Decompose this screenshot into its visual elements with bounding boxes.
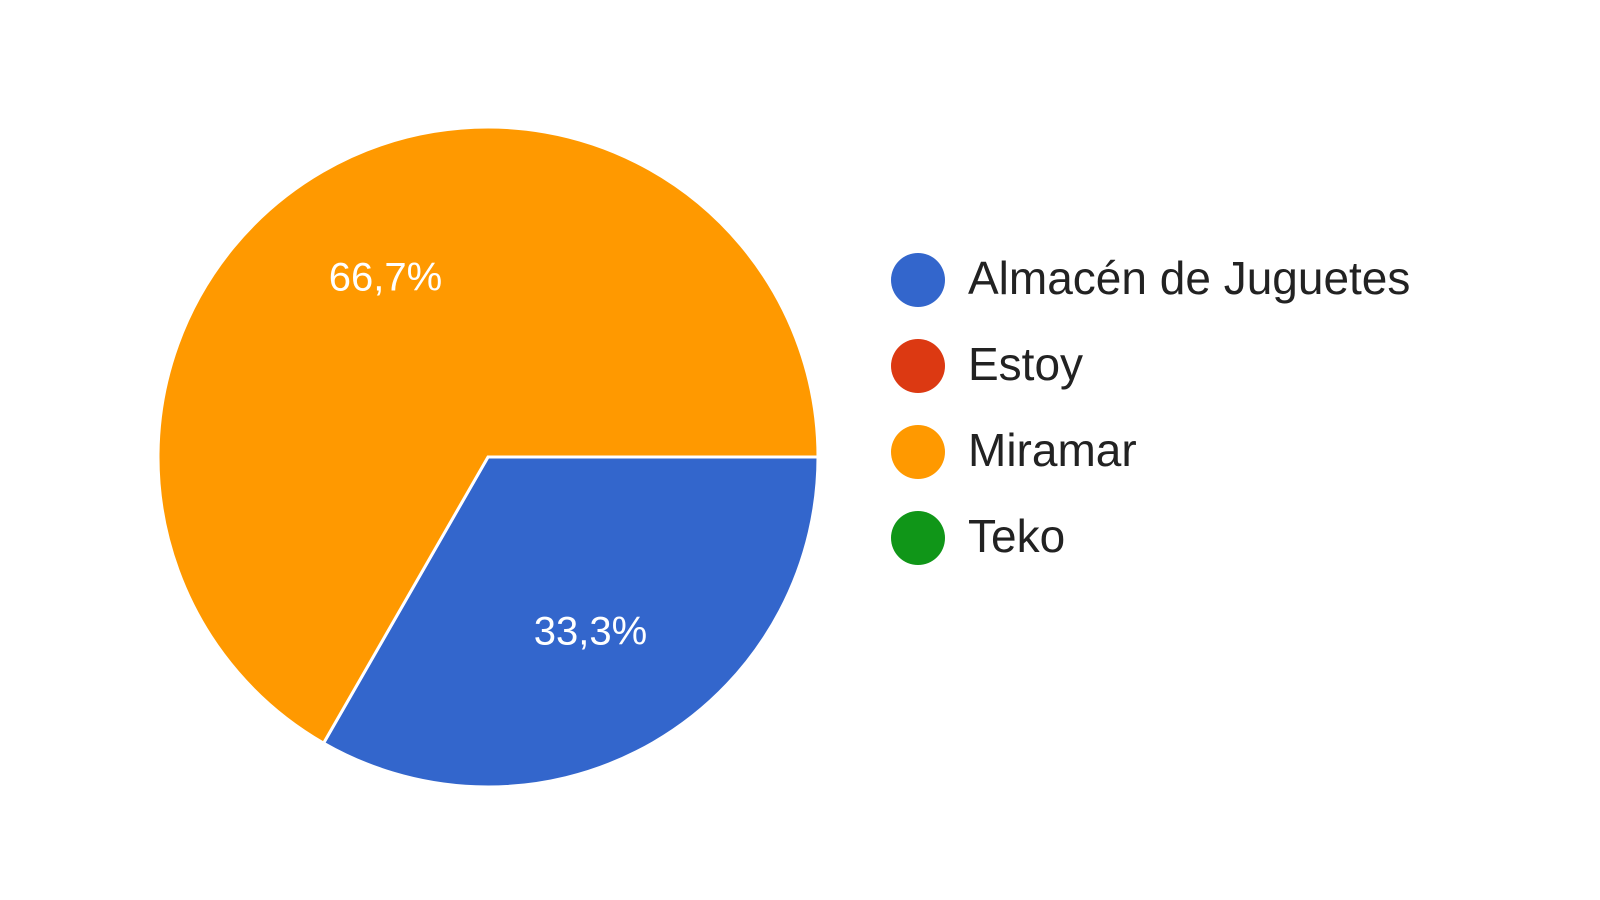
legend-label: Almacén de Juguetes	[968, 252, 1410, 304]
legend-label: Miramar	[968, 424, 1137, 476]
legend-marker	[891, 511, 945, 565]
slice-label: 33,3%	[534, 610, 647, 654]
pie-slice	[156, 125, 820, 746]
slice-label: 66,7%	[329, 255, 442, 299]
legend-marker	[891, 253, 945, 307]
legend-marker	[891, 425, 945, 479]
pie-slice	[321, 455, 820, 789]
legend-marker	[891, 339, 945, 393]
legend-label: Estoy	[968, 338, 1083, 390]
legend-label: Teko	[968, 510, 1065, 562]
